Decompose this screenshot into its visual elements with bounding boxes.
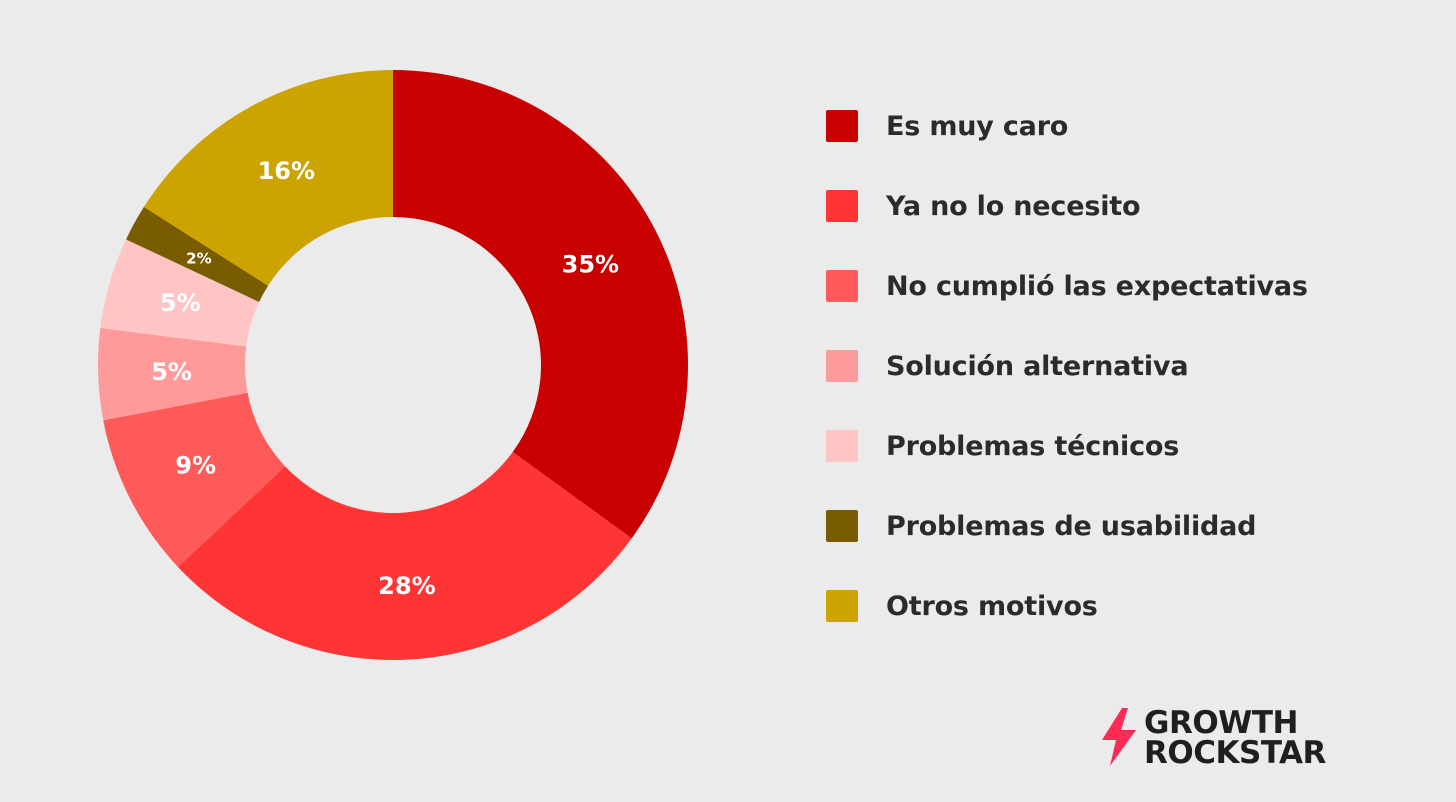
legend-item-4: Solución alternativa <box>826 344 1189 388</box>
slice-value-label-7: 16% <box>258 157 315 185</box>
slice-value-label-4: 5% <box>151 358 192 386</box>
legend-item-1: Es muy caro <box>826 104 1068 148</box>
slice-value-label-2: 28% <box>378 572 435 600</box>
slice-value-label-6: 2% <box>186 249 211 267</box>
donut-slice-2 <box>177 451 632 660</box>
legend-swatch <box>826 190 858 222</box>
legend-item-2: Ya no lo necesito <box>826 184 1141 228</box>
slice-value-label-5: 5% <box>160 289 201 317</box>
donut-slice-4 <box>97 328 248 421</box>
legend-label: Otros motivos <box>886 590 1098 622</box>
legend-swatch <box>826 350 858 382</box>
slice-value-label-1: 35% <box>562 250 619 278</box>
donut-slice-6 <box>126 206 269 302</box>
donut-slice-5 <box>100 239 260 347</box>
legend-label: No cumplió las expectativas <box>886 270 1308 302</box>
legend-item-5: Problemas técnicos <box>826 424 1179 468</box>
donut-slice-7 <box>143 70 393 286</box>
legend-label: Solución alternativa <box>886 350 1189 382</box>
legend-swatch <box>826 270 858 302</box>
brand-logo: GROWTH ROCKSTAR <box>1100 705 1400 771</box>
legend-swatch <box>826 590 858 622</box>
legend-swatch <box>826 510 858 542</box>
slice-value-label-3: 9% <box>175 452 216 480</box>
legend-item-3: No cumplió las expectativas <box>826 264 1308 308</box>
donut-chart: 35% 28% 9% 5% 5% 2% 16% <box>97 70 688 660</box>
donut-slice-3 <box>103 392 286 567</box>
brand-name-line-2: ROCKSTAR <box>1144 735 1326 771</box>
legend-swatch <box>826 110 858 142</box>
lightning-bolt-icon <box>1102 708 1136 766</box>
legend-label: Es muy caro <box>886 110 1069 142</box>
legend-label: Problemas de usabilidad <box>886 510 1257 542</box>
donut-slice-1 <box>393 70 688 539</box>
legend-label: Ya no lo necesito <box>886 190 1141 222</box>
legend-swatch <box>826 430 858 462</box>
legend-item-6: Problemas de usabilidad <box>826 504 1256 548</box>
legend-label: Problemas técnicos <box>886 430 1180 462</box>
legend-item-7: Otros motivos <box>826 584 1098 628</box>
brand-name-line-1: GROWTH <box>1144 705 1298 741</box>
